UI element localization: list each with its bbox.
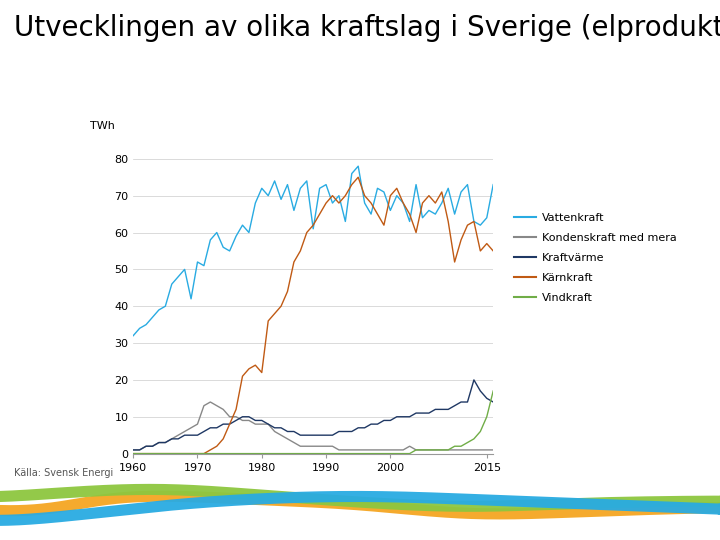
Text: Utvecklingen av olika kraftslag i Sverige (elproduktion): Utvecklingen av olika kraftslag i Sverig…: [14, 14, 720, 42]
Text: TWh: TWh: [90, 121, 115, 131]
Legend: Vattenkraft, Kondenskraft med mera, Kraftvärme, Kärnkraft, Vindkraft: Vattenkraft, Kondenskraft med mera, Kraf…: [510, 208, 681, 307]
Text: Källa: Svensk Energi: Källa: Svensk Energi: [14, 468, 114, 478]
